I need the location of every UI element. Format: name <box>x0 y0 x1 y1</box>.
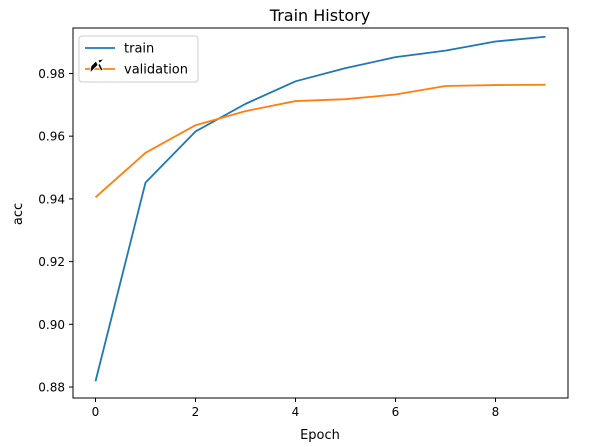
ticks-layer: 0 2 4 6 8 0.88 0.90 0.92 0.94 0.96 0.98 <box>38 67 499 419</box>
y-tick-label: 0.94 <box>38 192 65 206</box>
legend-label-validation: validation <box>124 63 188 78</box>
x-tick-label: 6 <box>392 405 400 419</box>
x-axis-label: Epoch <box>300 428 340 443</box>
chart-title: Train History <box>269 6 370 25</box>
plot-frame <box>72 27 569 399</box>
series-line-validation <box>94 83 546 198</box>
y-tick-label: 0.88 <box>38 381 65 395</box>
legend: train validation <box>78 35 199 83</box>
x-tick-label: 2 <box>192 405 200 419</box>
x-tick-label: 4 <box>292 405 300 419</box>
y-tick-label: 0.90 <box>38 318 65 332</box>
series-layer <box>94 35 546 382</box>
mouse-cursor-icon <box>89 58 106 75</box>
y-tick-label: 0.96 <box>38 130 65 144</box>
y-tick-label: 0.98 <box>38 67 65 81</box>
series-line-train <box>94 35 546 382</box>
y-axis-label: acc <box>11 203 26 225</box>
y-tick-label: 0.92 <box>38 255 65 269</box>
x-tick-label: 0 <box>92 405 100 419</box>
legend-label-train: train <box>124 42 154 57</box>
x-tick-label: 8 <box>492 405 500 419</box>
